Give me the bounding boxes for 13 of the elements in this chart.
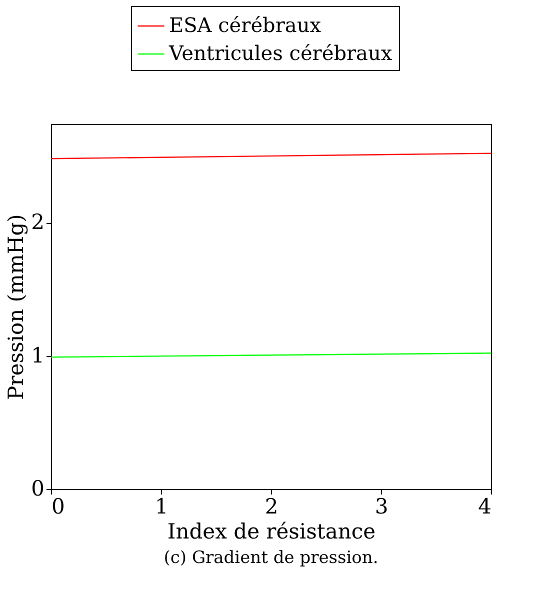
y-tick-label: 2 — [31, 210, 44, 234]
y-axis-title: Pression (mmHg) — [4, 214, 28, 400]
x-tick-label: 3 — [374, 494, 388, 518]
x-tick-label: 1 — [154, 494, 168, 518]
x-tick-label: 0 — [52, 494, 65, 518]
y-tick-label: 0 — [31, 476, 44, 500]
y-tick-label: 1 — [31, 343, 44, 368]
x-tick-label: 4 — [478, 494, 492, 518]
x-axis-title: Index de résistance — [167, 520, 376, 544]
legend-label: ESA cérébraux — [169, 13, 322, 37]
text: (c) Gradient de pression. — [164, 548, 378, 568]
legend-label: Ventricules cérébraux — [168, 41, 393, 65]
x-tick-label: 2 — [264, 494, 278, 518]
